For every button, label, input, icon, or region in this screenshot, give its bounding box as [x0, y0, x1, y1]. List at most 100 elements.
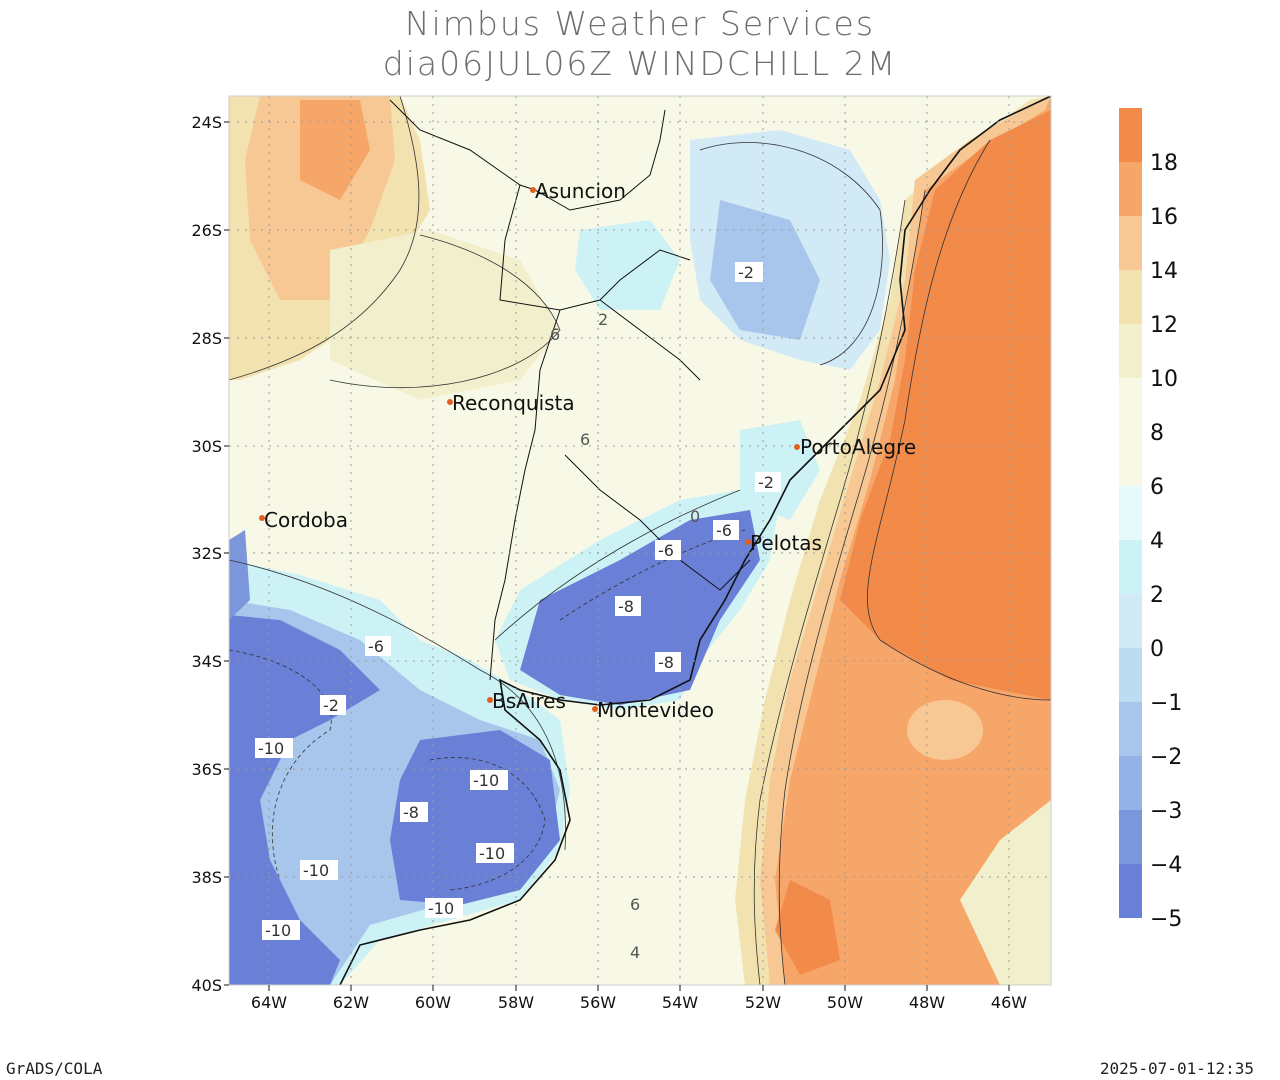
- lon-label: 60W: [415, 993, 451, 1012]
- lon-label: 54W: [662, 993, 698, 1012]
- pampa-minus5-east: [390, 730, 560, 905]
- footer-credit: GrADS/COLA: [6, 1059, 103, 1078]
- lon-axis: 64W 62W 60W 58W 56W 54W 52W 50W 48W 46W: [251, 985, 1027, 1012]
- contour-label: -2: [738, 263, 754, 282]
- city-asuncion: Asuncion: [535, 179, 626, 203]
- colorbar-swatch: [1119, 270, 1142, 324]
- colorbar-label: 0: [1150, 637, 1164, 662]
- zone-16: [300, 100, 370, 200]
- colorbar-label: 2: [1150, 583, 1164, 608]
- colorbar-swatch: [1119, 216, 1142, 270]
- contour-label: -10: [265, 921, 291, 940]
- pelotas-dot: [745, 539, 751, 545]
- city-portoalegre: PortoAlegre: [800, 435, 916, 459]
- contour-label: 6: [630, 895, 640, 914]
- lat-label: 24S: [191, 113, 222, 132]
- map-frame: [228, 95, 1052, 986]
- colorbar: 18 16 14 12 10 8 6 4 2 0 −1 −2 −3 −4 −5: [1119, 108, 1182, 932]
- lon-label: 64W: [251, 993, 287, 1012]
- lat-label: 38S: [191, 868, 222, 887]
- portoalegre-dot: [794, 444, 800, 450]
- map-title: Nimbus Weather Services: [404, 4, 876, 43]
- lon-label: 46W: [991, 993, 1027, 1012]
- lon-label: 50W: [827, 993, 863, 1012]
- map-area: -2 -6 -8 -8 -6 -10 -10 -8 -10 -10 -10 -1…: [229, 96, 1051, 985]
- lat-label: 36S: [191, 760, 222, 779]
- colorbar-swatch: [1119, 594, 1142, 648]
- lat-label: 34S: [191, 652, 222, 671]
- colorbar-label: 10: [1150, 367, 1178, 392]
- cold-minus2: [710, 200, 820, 340]
- contour-value-labels: -2 -6 -8 -8 -6 -10 -10 -8 -10 -10 -10 -1…: [255, 262, 781, 962]
- city-reconquista: Reconquista: [452, 391, 575, 415]
- colorbar-swatch: [1119, 810, 1142, 864]
- lat-axis: 24S 26S 28S 30S 32S 34S 36S 38S 40S: [191, 113, 229, 995]
- lon-label: 58W: [498, 993, 534, 1012]
- lat-label: 26S: [191, 221, 222, 240]
- contour-label: -10: [428, 899, 454, 918]
- colorbar-swatch: [1119, 702, 1142, 756]
- colorbar-swatch: [1119, 864, 1142, 918]
- contour-label: 6: [550, 325, 560, 344]
- coastline: [339, 96, 1051, 985]
- contour-label: -2: [323, 696, 339, 715]
- contour-label: 4: [630, 943, 640, 962]
- city-montevideo: Montevideo: [597, 698, 714, 722]
- colorbar-swatch: [1119, 648, 1142, 702]
- contour-label: -10: [473, 771, 499, 790]
- montevideo-dot: [592, 706, 598, 712]
- colorbar-label: −1: [1150, 691, 1182, 716]
- colorbar-swatch: [1119, 540, 1142, 594]
- colorbar-label: 8: [1150, 421, 1164, 446]
- lon-label: 56W: [580, 993, 616, 1012]
- city-markers: Asuncion Reconquista Cordoba PortoAlegre…: [259, 179, 916, 722]
- colorbar-label: 18: [1150, 151, 1178, 176]
- colorbar-label: −4: [1150, 853, 1182, 878]
- lat-label: 30S: [191, 437, 222, 456]
- colorbar-label: −5: [1150, 907, 1182, 932]
- colorbar-swatch: [1119, 432, 1142, 486]
- ocean-18-south: [775, 880, 840, 975]
- colorbar-swatch: [1119, 756, 1142, 810]
- colorbar-label: 14: [1150, 259, 1178, 284]
- contour-label: -8: [618, 597, 634, 616]
- contour-label: -2: [758, 473, 774, 492]
- lat-label: 28S: [191, 329, 222, 348]
- bsaires-dot: [487, 697, 493, 703]
- contour-label: 2: [598, 310, 608, 329]
- colorbar-label: 6: [1150, 475, 1164, 500]
- reconquista-dot: [447, 399, 453, 405]
- cold-2: [575, 220, 680, 310]
- contour-label: -10: [303, 861, 329, 880]
- colorbar-label: −2: [1150, 745, 1182, 770]
- lon-label: 52W: [745, 993, 781, 1012]
- colorbar-swatch: [1119, 486, 1142, 540]
- ocean-14-patch: [907, 700, 983, 760]
- contour-label: -6: [716, 521, 732, 540]
- city-cordoba: Cordoba: [264, 508, 348, 532]
- ocean-10-south: [960, 700, 1051, 985]
- cordoba-dot: [259, 515, 265, 521]
- city-bsaires: BsAires: [492, 689, 566, 713]
- contour-label: -6: [368, 637, 384, 656]
- contour-label: -10: [479, 844, 505, 863]
- contour-label: 0: [690, 507, 700, 526]
- country-borders: [389, 99, 751, 681]
- colorbar-swatch: [1119, 324, 1142, 378]
- contour-lines: [229, 96, 1051, 985]
- asuncion-dot: [530, 187, 536, 193]
- cordoba-cold: [229, 530, 250, 620]
- colorbar-swatch: [1119, 162, 1142, 216]
- lon-label: 48W: [909, 993, 945, 1012]
- lat-label: 40S: [191, 976, 222, 995]
- lon-label: 62W: [333, 993, 369, 1012]
- map-subtitle: dia06JUL06Z WINDCHILL 2M: [382, 44, 898, 83]
- contour-label: -10: [258, 739, 284, 758]
- contour-label: -6: [658, 541, 674, 560]
- colorbar-label: 12: [1150, 313, 1178, 338]
- colorbar-swatch: [1119, 108, 1142, 162]
- contour-label: -8: [658, 653, 674, 672]
- grid-lines: [229, 96, 1051, 985]
- contour-label: 6: [580, 430, 590, 449]
